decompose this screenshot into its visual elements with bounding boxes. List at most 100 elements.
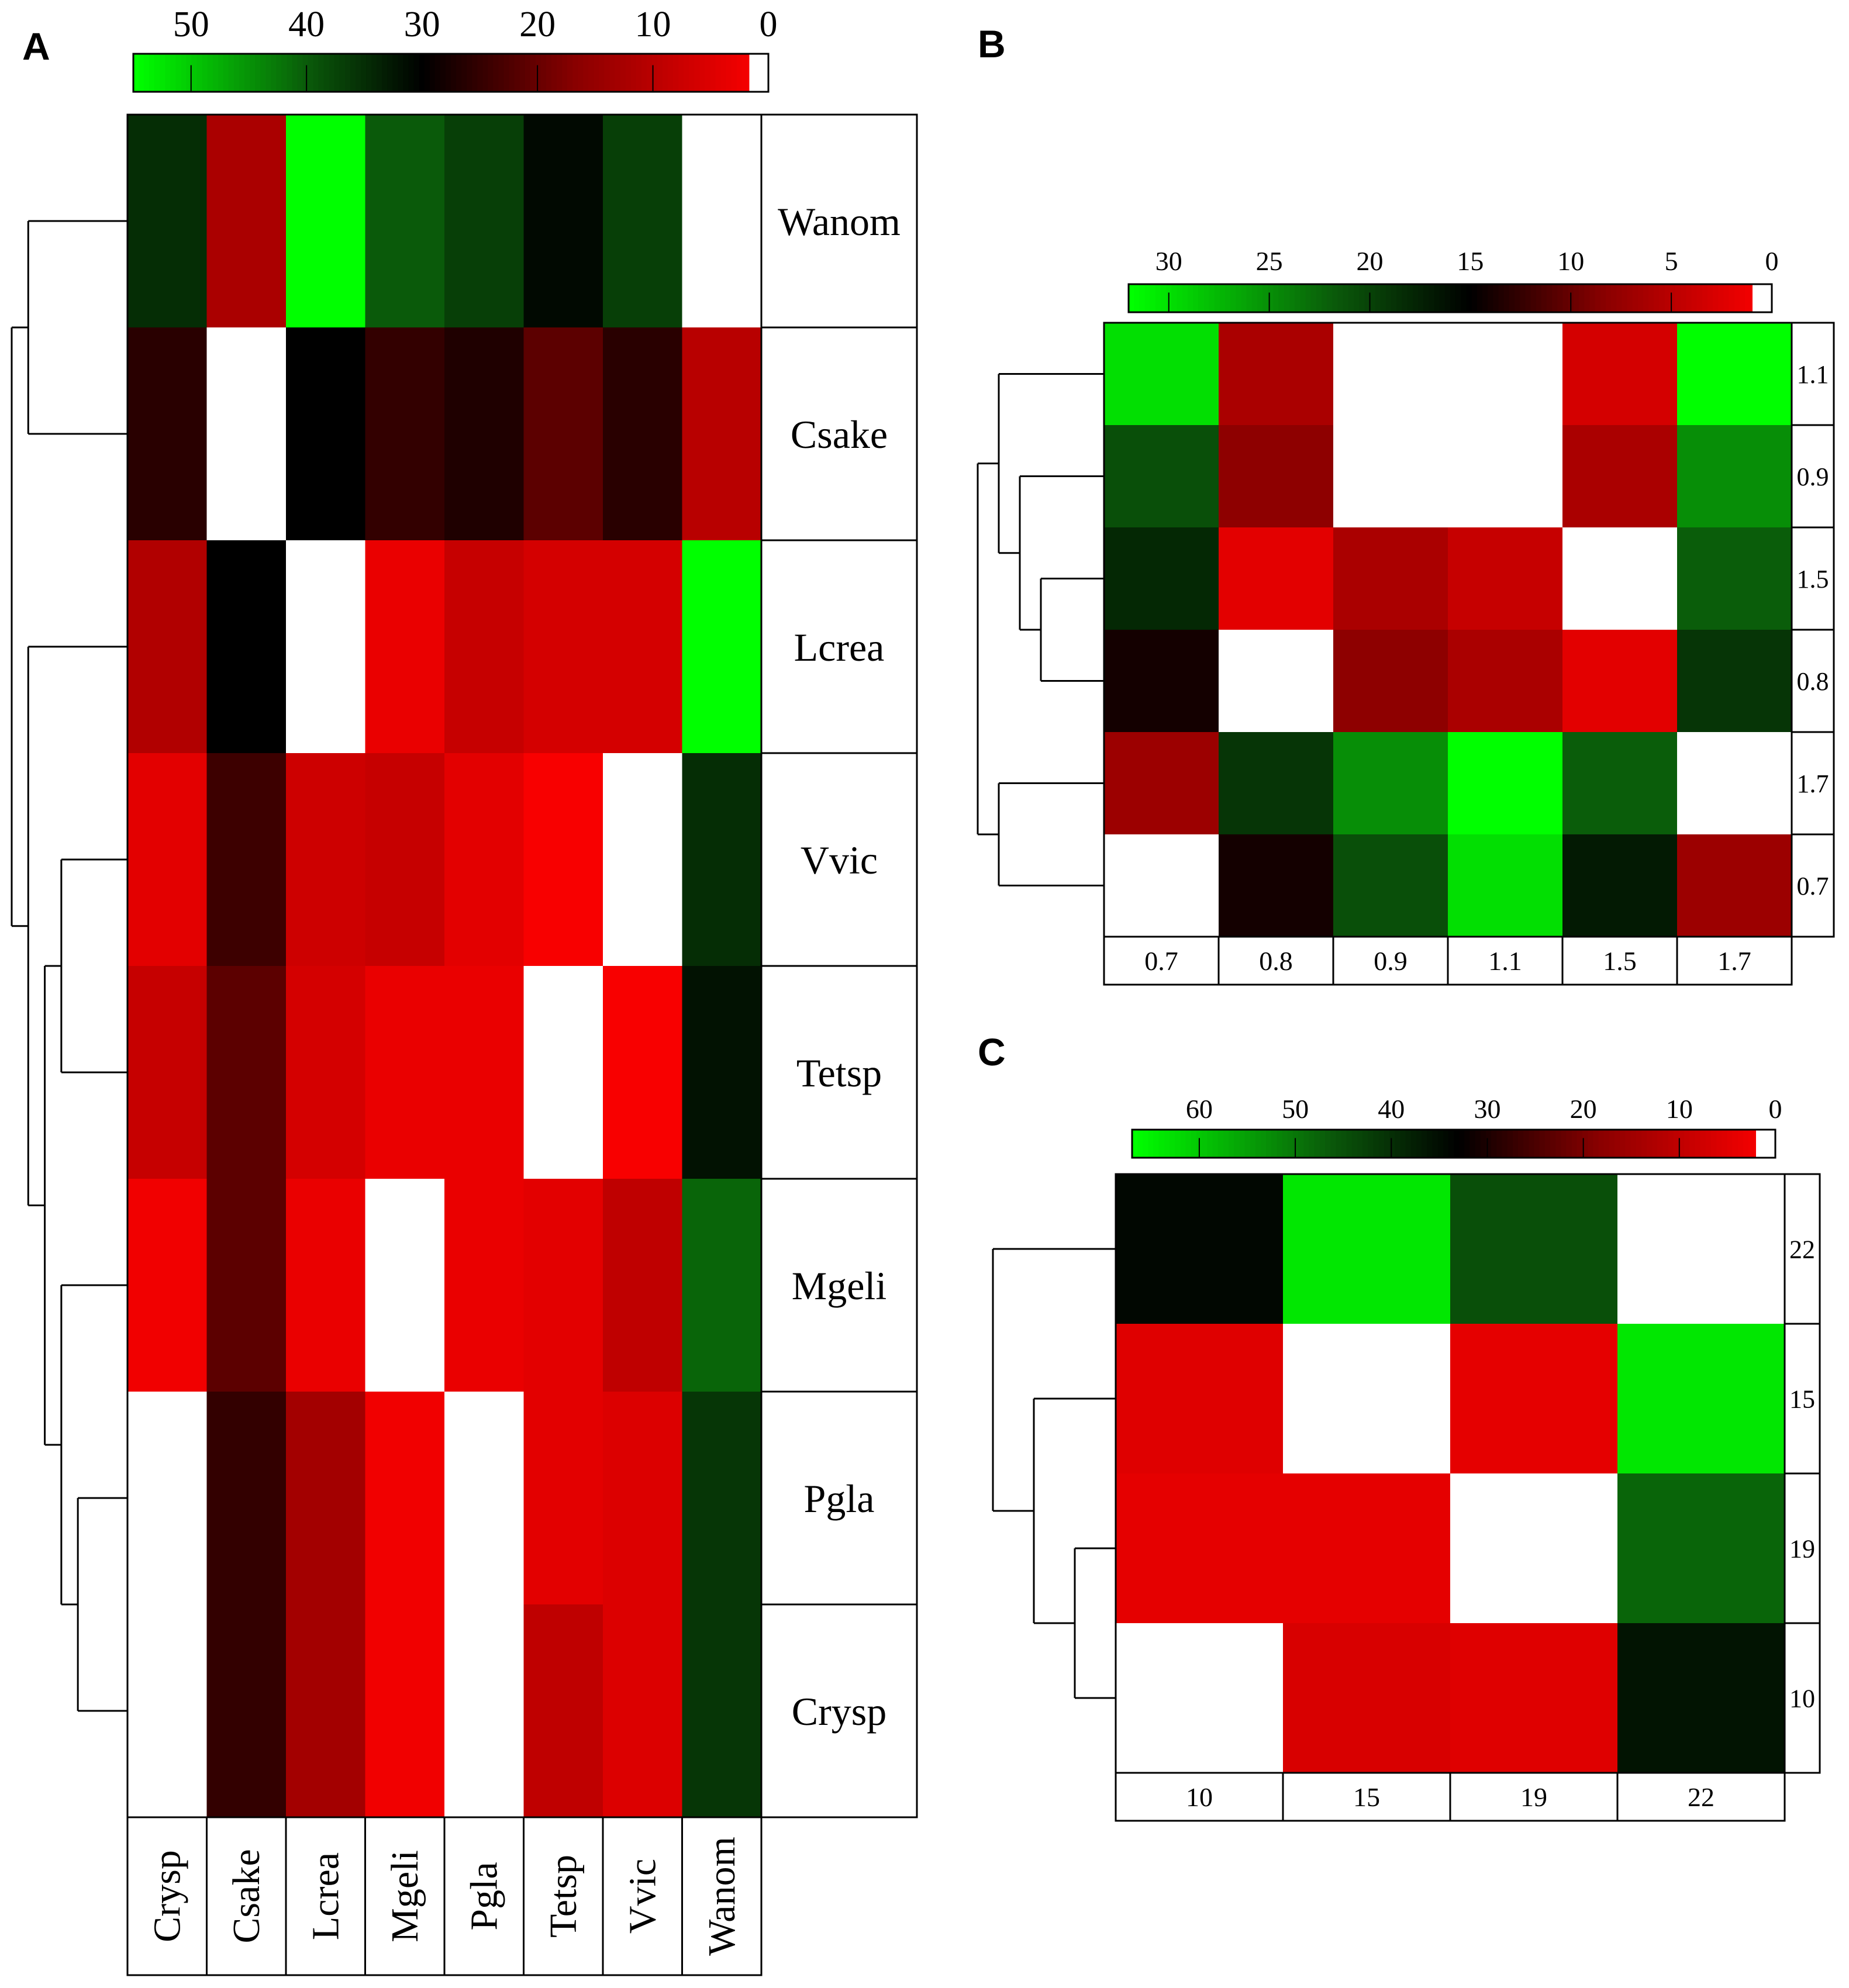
colorbar-segment — [1266, 1130, 1272, 1158]
colorbar-segment — [1239, 1130, 1246, 1158]
heatmap-cell — [1450, 1324, 1618, 1474]
colorbar-segment — [1496, 1130, 1503, 1158]
colorbar-segment — [1305, 284, 1312, 312]
colorbar-segment — [1314, 1130, 1320, 1158]
colorbar-segment — [588, 54, 595, 92]
colorbar-segment — [1395, 1130, 1401, 1158]
panel-c: C 60 50 40 30 20 10 0 22 15 19 10 10 15 19 22 — [978, 1030, 1821, 1822]
heatmap-cell — [1448, 630, 1563, 733]
colorbar-segment — [207, 54, 213, 92]
colorbar-segment — [1137, 1130, 1144, 1158]
colorbar-segment — [684, 54, 690, 92]
colorbar-segment — [1217, 1130, 1224, 1158]
colorbar-segment — [1700, 1130, 1706, 1158]
colorbar-segment — [1552, 284, 1558, 312]
colorbar-segment — [1461, 284, 1467, 312]
heatmap-cell — [444, 966, 524, 1179]
heatmap-cell — [603, 753, 682, 967]
colorbar-segment — [1654, 284, 1660, 312]
colorbar-segment — [1681, 284, 1687, 312]
colorbar-segment — [1244, 1130, 1251, 1158]
colorbar-tick-label: 15 — [1457, 246, 1484, 276]
colorbar-segment — [202, 54, 208, 92]
colorbar-segment — [1402, 284, 1408, 312]
heatmap-cell — [682, 1392, 762, 1605]
heatmap-cell — [286, 540, 365, 754]
colorbar-segment — [1536, 284, 1542, 312]
colorbar-tick-label: 50 — [173, 5, 209, 44]
colorbar-segment — [276, 54, 282, 92]
colorbar-segment — [1193, 284, 1199, 312]
colorbar-segment — [271, 54, 277, 92]
colorbar-segment — [1734, 284, 1740, 312]
heatmap-cell — [286, 966, 365, 1179]
colorbar-segment — [1609, 1130, 1615, 1158]
colorbar-segment — [1427, 1130, 1433, 1158]
colorbar-segment — [1486, 1130, 1492, 1158]
colorbar-segment — [1603, 1130, 1610, 1158]
colorbar-segment — [1185, 1130, 1192, 1158]
colorbar-tick-label: 30 — [1155, 246, 1182, 276]
colorbar-tick-label: 0 — [760, 5, 778, 44]
colorbar-segment — [1212, 1130, 1219, 1158]
heatmap-cell — [444, 115, 524, 328]
heatmap-cell — [1116, 1324, 1284, 1474]
heatmap-cell — [603, 1392, 682, 1605]
colorbar-segment — [1598, 1130, 1605, 1158]
panel-letter: C — [978, 1030, 1006, 1074]
colorbar-segment — [250, 54, 256, 92]
colorbar-segment — [1282, 1130, 1288, 1158]
colorbar-segment — [525, 54, 531, 92]
heatmap-cell — [1677, 630, 1792, 733]
colorbar-segment — [1584, 284, 1591, 312]
colorbar-segment — [1555, 1130, 1562, 1158]
colorbar-segment — [1488, 284, 1494, 312]
colorbar-segment — [1354, 284, 1360, 312]
colorbar-segment — [1170, 1130, 1176, 1158]
colorbar-segment — [339, 54, 346, 92]
colorbar-segment — [1686, 284, 1692, 312]
colorbar-segment — [1432, 1130, 1439, 1158]
colorbar-segment — [1718, 284, 1724, 312]
colorbar-tick-label: 10 — [635, 5, 671, 44]
heatmap-cell — [1219, 527, 1334, 630]
colorbar-segment — [1330, 1130, 1337, 1158]
heatmap-cell — [523, 753, 603, 967]
heatmap-cell — [1617, 1623, 1785, 1773]
colorbar-segment — [578, 54, 584, 92]
colorbar-segment — [377, 54, 383, 92]
colorbar-segment — [1589, 284, 1596, 312]
colorbar-tick-label: 20 — [1570, 1094, 1597, 1124]
heatmap-cell — [1448, 527, 1563, 630]
heatmap-cell — [603, 327, 682, 541]
colorbar-segment — [440, 54, 446, 92]
colorbar-segment — [1177, 284, 1183, 312]
colorbar-segment — [1277, 1130, 1283, 1158]
heatmap-cell — [1116, 1473, 1284, 1624]
heatmap-cell — [1283, 1473, 1451, 1624]
col-label: Lcrea — [304, 1852, 347, 1940]
colorbar-segment — [1544, 1130, 1551, 1158]
colorbar-segment — [1705, 1130, 1712, 1158]
heatmap-cell — [523, 966, 603, 1179]
colorbar-segment — [1225, 284, 1231, 312]
colorbar-segment — [1518, 1130, 1524, 1158]
colorbar-segment — [1396, 284, 1403, 312]
colorbar-segment — [1475, 1130, 1481, 1158]
colorbar-segment — [1246, 284, 1253, 312]
colorbar-segment — [1702, 284, 1708, 312]
colorbar-segment — [514, 54, 520, 92]
heatmap-cell — [1104, 834, 1219, 937]
colorbar-segment — [636, 54, 642, 92]
colorbar-segment — [1541, 284, 1547, 312]
colorbar-segment — [1622, 284, 1628, 312]
heatmap-cell — [1617, 1473, 1785, 1624]
heatmap-cell — [206, 1179, 287, 1392]
panel-b: B 30 25 20 15 10 5 0 1.1 0.9 1.5 0.8 1.7 0.7 0.7 0.8 0.9… — [977, 22, 1835, 986]
colorbar-segment — [488, 54, 494, 92]
colorbar-tick-label: 20 — [519, 5, 556, 44]
colorbar-segment — [1207, 1130, 1213, 1158]
colorbar-segment — [1268, 284, 1274, 312]
colorbar-segment — [1732, 1130, 1738, 1158]
colorbar-segment — [1491, 1130, 1498, 1158]
